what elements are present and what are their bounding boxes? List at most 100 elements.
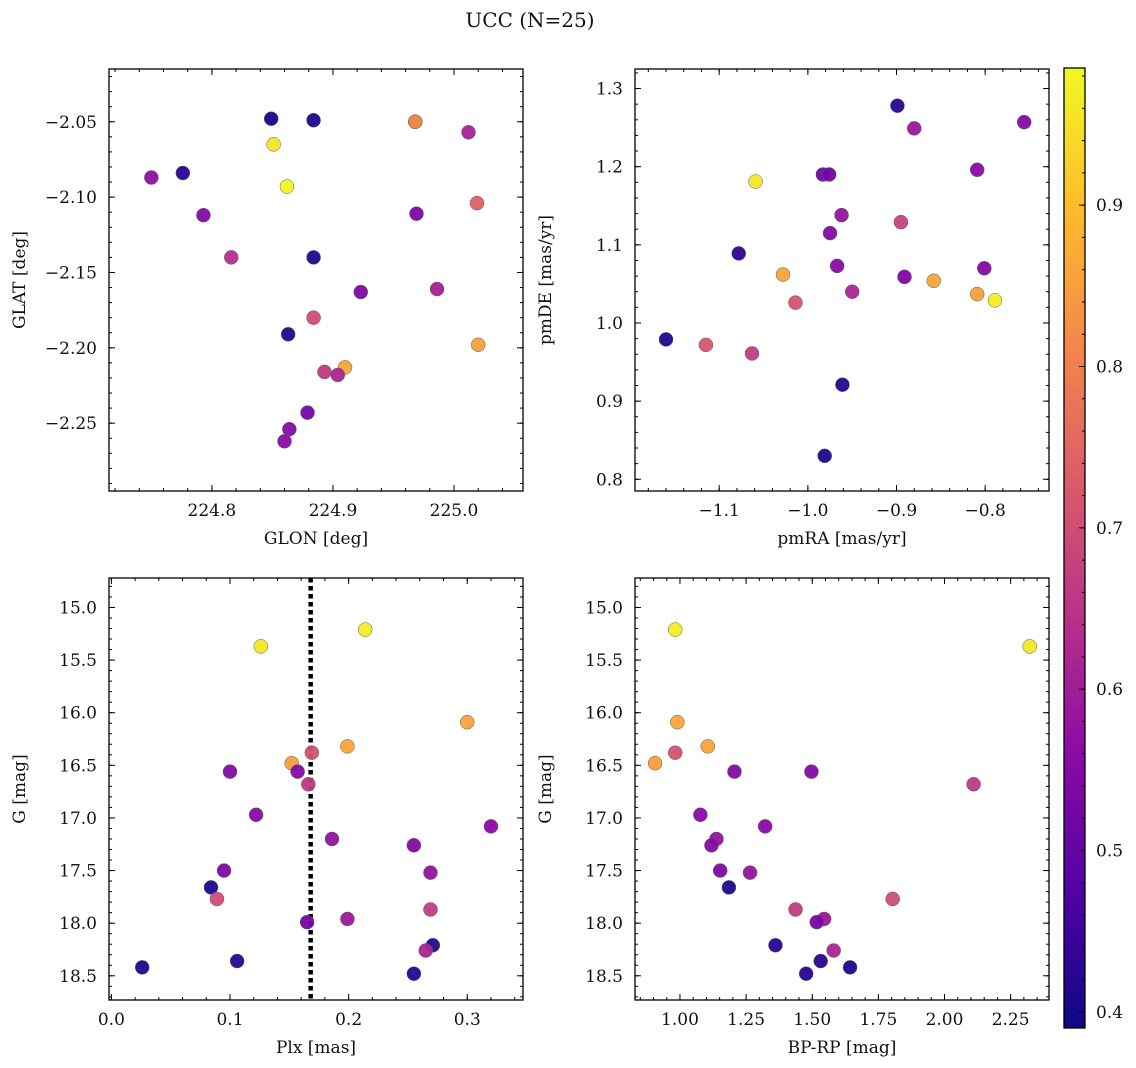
x-tick-label: 0.3: [454, 1010, 481, 1030]
scatter-point: [744, 346, 760, 361]
y-tick-label: −2.15: [45, 263, 97, 283]
y-tick-label: 18.0: [59, 914, 97, 934]
x-axis-label: Plx [mas]: [276, 1038, 356, 1058]
colorbar-tick-label: 0.8: [1096, 357, 1123, 377]
scatter-point: [775, 267, 791, 282]
scatter-point: [712, 863, 728, 878]
y-tick-label: 18.0: [585, 914, 623, 934]
y-axis-label: G [mag]: [536, 754, 556, 823]
y-tick-label: 17.0: [59, 809, 97, 829]
scatter-point: [470, 337, 486, 353]
scatter-point: [731, 246, 746, 261]
y-axis-label: GLAT [deg]: [10, 231, 30, 329]
scatter-point: [798, 966, 814, 981]
scatter-point: [216, 863, 232, 878]
x-tick-label: −0.9: [876, 501, 917, 521]
x-tick-label: 1.00: [661, 1010, 699, 1030]
panel-bprp-g: 1.00 1.25 1.50 1.75 2.00 2.25 15.0 15.5 16.0 16.5…: [536, 577, 1050, 1058]
scatter-point: [727, 764, 742, 779]
scatter-point: [893, 214, 909, 230]
scatter-point: [306, 112, 321, 128]
scatter-point: [897, 269, 912, 285]
y-tick-label: 17.5: [59, 862, 97, 882]
scatter-point: [461, 125, 476, 140]
scatter-point: [757, 819, 773, 834]
scatter-point: [317, 364, 332, 380]
panel-glon-glat: 224.8 224.9 225.0 −2.05 −2.10 −2.15 −2.20 −2.25…: [10, 68, 524, 549]
y-tick-label: 16.5: [585, 756, 623, 776]
scatter-point: [822, 225, 838, 241]
scatter-point: [1022, 639, 1037, 654]
colorbar-tick-label: 0.5: [1096, 842, 1123, 862]
scatter-point: [842, 960, 858, 975]
panel-pmra-pmde: −1.1 −1.0 −0.9 −0.8 0.8 0.9 1.0 1.1 1.2 1.3 pmRA […: [536, 68, 1050, 549]
x-axis-label: BP-RP [mag]: [788, 1038, 897, 1058]
y-tick-label: 16.5: [59, 756, 97, 776]
colorbar-frame: [1063, 67, 1086, 1029]
x-tick-label: −1.1: [699, 501, 740, 521]
y-tick-label: 15.0: [585, 598, 623, 618]
plot-frame: [108, 577, 524, 1001]
scatter-point: [306, 250, 321, 265]
scatter-point: [144, 170, 159, 185]
scatter-point: [406, 966, 422, 981]
x-tick-label: 0.1: [216, 1010, 243, 1030]
scatter-point: [353, 284, 369, 300]
y-axis-label: G [mag]: [10, 754, 30, 823]
y-tick-label: −2.10: [45, 188, 97, 208]
y-tick-label: 17.0: [585, 809, 623, 829]
y-tick-label: 1.3: [596, 80, 623, 100]
colorbar: 0.4 0.5 0.6 0.7 0.8 0.9: [1063, 67, 1123, 1029]
scatter-point: [809, 914, 824, 930]
scatter-point: [229, 953, 245, 969]
scatter-point: [324, 831, 340, 847]
scatter-point: [768, 938, 783, 953]
x-axis-label: GLON [deg]: [264, 529, 368, 549]
scatter-point: [280, 327, 296, 342]
scatter-point: [700, 739, 715, 754]
scatter-point: [253, 639, 269, 654]
y-axis-label: pmDE [mas/yr]: [536, 215, 556, 345]
scatter-point: [299, 914, 315, 930]
scatter-point: [890, 98, 905, 113]
scatter-point: [357, 622, 373, 637]
scatter-point: [658, 332, 674, 347]
plot-frame: [634, 577, 1050, 1001]
scatter-point: [987, 293, 1003, 308]
y-tick-label: 15.5: [585, 651, 623, 671]
y-tick-label: −2.05: [45, 113, 97, 133]
scatter-point: [279, 179, 295, 194]
scatter-point: [788, 902, 803, 917]
scatter-point: [306, 310, 321, 325]
scatter-point: [907, 121, 922, 136]
scatter-point: [459, 714, 475, 730]
y-tick-label: −2.25: [45, 414, 97, 434]
scatter-point: [406, 838, 422, 853]
scatter-point: [330, 367, 346, 383]
scatter-point: [813, 953, 828, 969]
y-tick-label: 0.9: [596, 392, 623, 412]
scatter-point: [483, 819, 499, 834]
y-tick-label: 1.1: [596, 236, 623, 256]
y-tick-label: 15.5: [59, 651, 97, 671]
y-tick-label: −2.20: [45, 339, 97, 359]
y-tick-label: 16.0: [585, 704, 623, 724]
scatter-point: [304, 745, 320, 760]
x-tick-label: 1.75: [859, 1010, 897, 1030]
scatter-point: [969, 286, 985, 302]
scatter-point: [429, 281, 445, 297]
scatter-point: [821, 167, 837, 182]
scatter-point: [704, 838, 719, 853]
scatter-point: [835, 377, 850, 392]
x-tick-label: 2.25: [992, 1010, 1030, 1030]
panel-plx-g: 0.0 0.1 0.2 0.3 15.0 15.5 16.0 16.5 17.0 17.5 18.0…: [10, 577, 524, 1058]
colorbar-tick-label: 0.4: [1096, 1003, 1123, 1023]
scatter-point: [817, 448, 832, 464]
scatter-point: [826, 943, 841, 958]
scatter-point: [1016, 114, 1032, 130]
scatter-point: [469, 195, 485, 211]
scatter-point: [926, 273, 942, 289]
scatter-point: [203, 880, 219, 895]
scatter-point: [742, 865, 758, 880]
